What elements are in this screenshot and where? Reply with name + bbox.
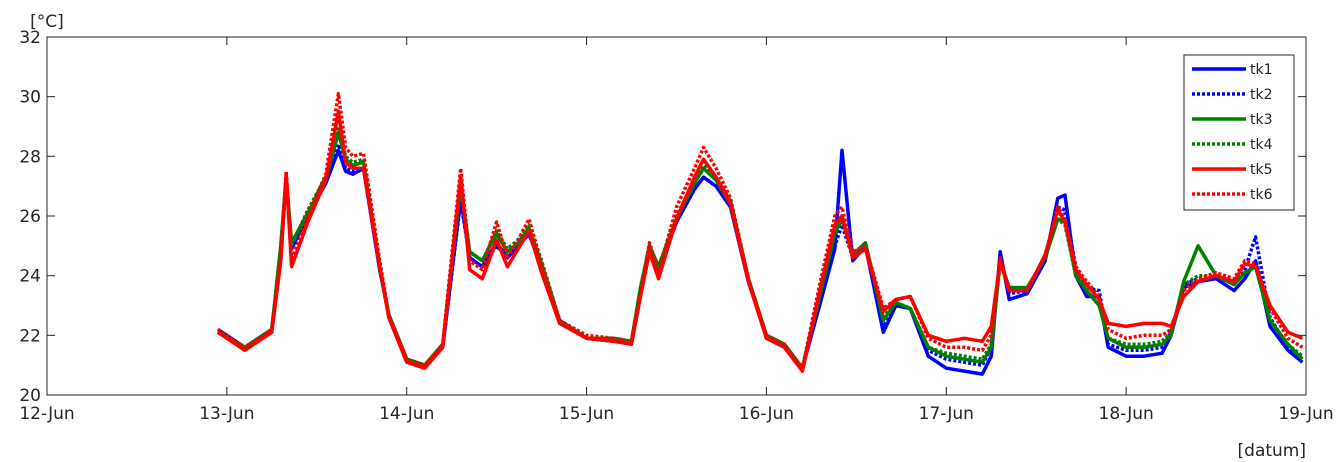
x-tick-label: 13-Jun [199, 404, 254, 424]
y-tick-label: 32 [19, 28, 41, 48]
x-tick-label: 18-Jun [1099, 404, 1154, 424]
y-tick-label: 22 [19, 326, 41, 346]
y-tick-label: 28 [19, 147, 41, 167]
legend-box [1183, 54, 1295, 211]
legend-items: tk1 tk2 tk3 tk4 tk5 tk6 [1192, 62, 1273, 203]
x-tick-label: 14-Jun [379, 404, 434, 424]
legend-label-tk6: tk6 [1250, 187, 1273, 203]
plot-area [46, 36, 1307, 396]
x-tick-label: 17-Jun [919, 404, 974, 424]
series-line-tk6 [216, 91, 1304, 370]
legend-label-tk2: tk2 [1250, 87, 1273, 103]
y-tick-label: 30 [19, 88, 41, 108]
x-tick-label: 16-Jun [739, 404, 794, 424]
x-tick-label: 19-Jun [1278, 404, 1333, 424]
x-tick-label: 15-Jun [559, 404, 614, 424]
legend-label-tk5: tk5 [1250, 162, 1273, 178]
x-tick-label: 12-Jun [19, 404, 74, 424]
series-line-tk5 [216, 109, 1304, 373]
legend: tk1 tk2 tk3 tk4 tk5 tk6 [1183, 54, 1295, 211]
legend-label-tk1: tk1 [1250, 62, 1273, 78]
y-tick-label: 26 [19, 207, 41, 227]
legend-label-tk4: tk4 [1250, 137, 1273, 153]
y-tick-label: 20 [19, 386, 41, 406]
tick-layer: 20 22 24 26 28 30 32 12-Jun 13-Jun 14-Jun 15-Jun 16… [19, 28, 1333, 424]
legend-label-tk3: tk3 [1250, 112, 1273, 128]
y-tick-label: 24 [19, 267, 41, 287]
series-layer [216, 91, 1304, 376]
y-axis-unit-label: [°C] [30, 12, 64, 32]
x-axis-unit-label: [datum] [1238, 441, 1306, 461]
